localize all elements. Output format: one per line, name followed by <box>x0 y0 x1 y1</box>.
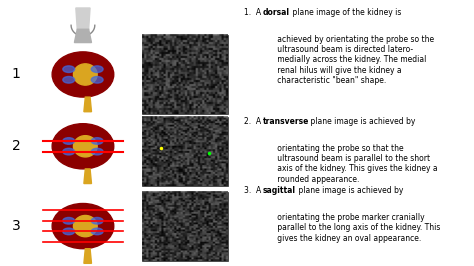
Bar <box>142 192 228 261</box>
Ellipse shape <box>91 66 103 73</box>
Text: 1: 1 <box>12 68 21 81</box>
Text: 3: 3 <box>12 219 20 233</box>
Ellipse shape <box>91 148 103 155</box>
Text: 2: 2 <box>12 139 20 153</box>
Ellipse shape <box>63 228 74 235</box>
Ellipse shape <box>63 77 74 83</box>
Text: plane image of the kidney is: plane image of the kidney is <box>290 8 401 17</box>
Polygon shape <box>84 249 91 263</box>
Bar <box>142 117 228 186</box>
Text: sagittal: sagittal <box>263 186 296 195</box>
Ellipse shape <box>73 64 97 85</box>
Text: orientating the probe so that the
      ultrasound beam is parallel to the short: orientating the probe so that the ultras… <box>263 144 438 184</box>
Ellipse shape <box>52 52 114 97</box>
Ellipse shape <box>91 228 103 235</box>
Polygon shape <box>74 29 91 43</box>
Text: 2.  A: 2. A <box>244 117 264 126</box>
Ellipse shape <box>73 136 97 157</box>
Text: achieved by orientating the probe so the
      ultrasound beam is directed later: achieved by orientating the probe so the… <box>263 35 434 85</box>
Ellipse shape <box>73 215 97 237</box>
Text: dorsal: dorsal <box>263 8 290 17</box>
Text: orientating the probe marker cranially
      parallel to the long axis of the ki: orientating the probe marker cranially p… <box>263 213 440 243</box>
Ellipse shape <box>63 138 74 144</box>
Ellipse shape <box>91 138 103 144</box>
Bar <box>142 35 228 114</box>
Text: plane image is achieved by: plane image is achieved by <box>296 186 404 195</box>
Text: transverse: transverse <box>263 117 310 126</box>
Ellipse shape <box>91 77 103 83</box>
Ellipse shape <box>52 124 114 169</box>
Ellipse shape <box>63 66 74 73</box>
Polygon shape <box>76 8 90 29</box>
Ellipse shape <box>63 218 74 224</box>
Text: 1.  A: 1. A <box>244 8 264 17</box>
Ellipse shape <box>63 148 74 155</box>
Polygon shape <box>84 97 91 112</box>
Text: 3.  A: 3. A <box>244 186 264 195</box>
Ellipse shape <box>52 203 114 249</box>
Ellipse shape <box>91 218 103 224</box>
Text: plane image is achieved by: plane image is achieved by <box>308 117 415 126</box>
Polygon shape <box>84 169 91 184</box>
